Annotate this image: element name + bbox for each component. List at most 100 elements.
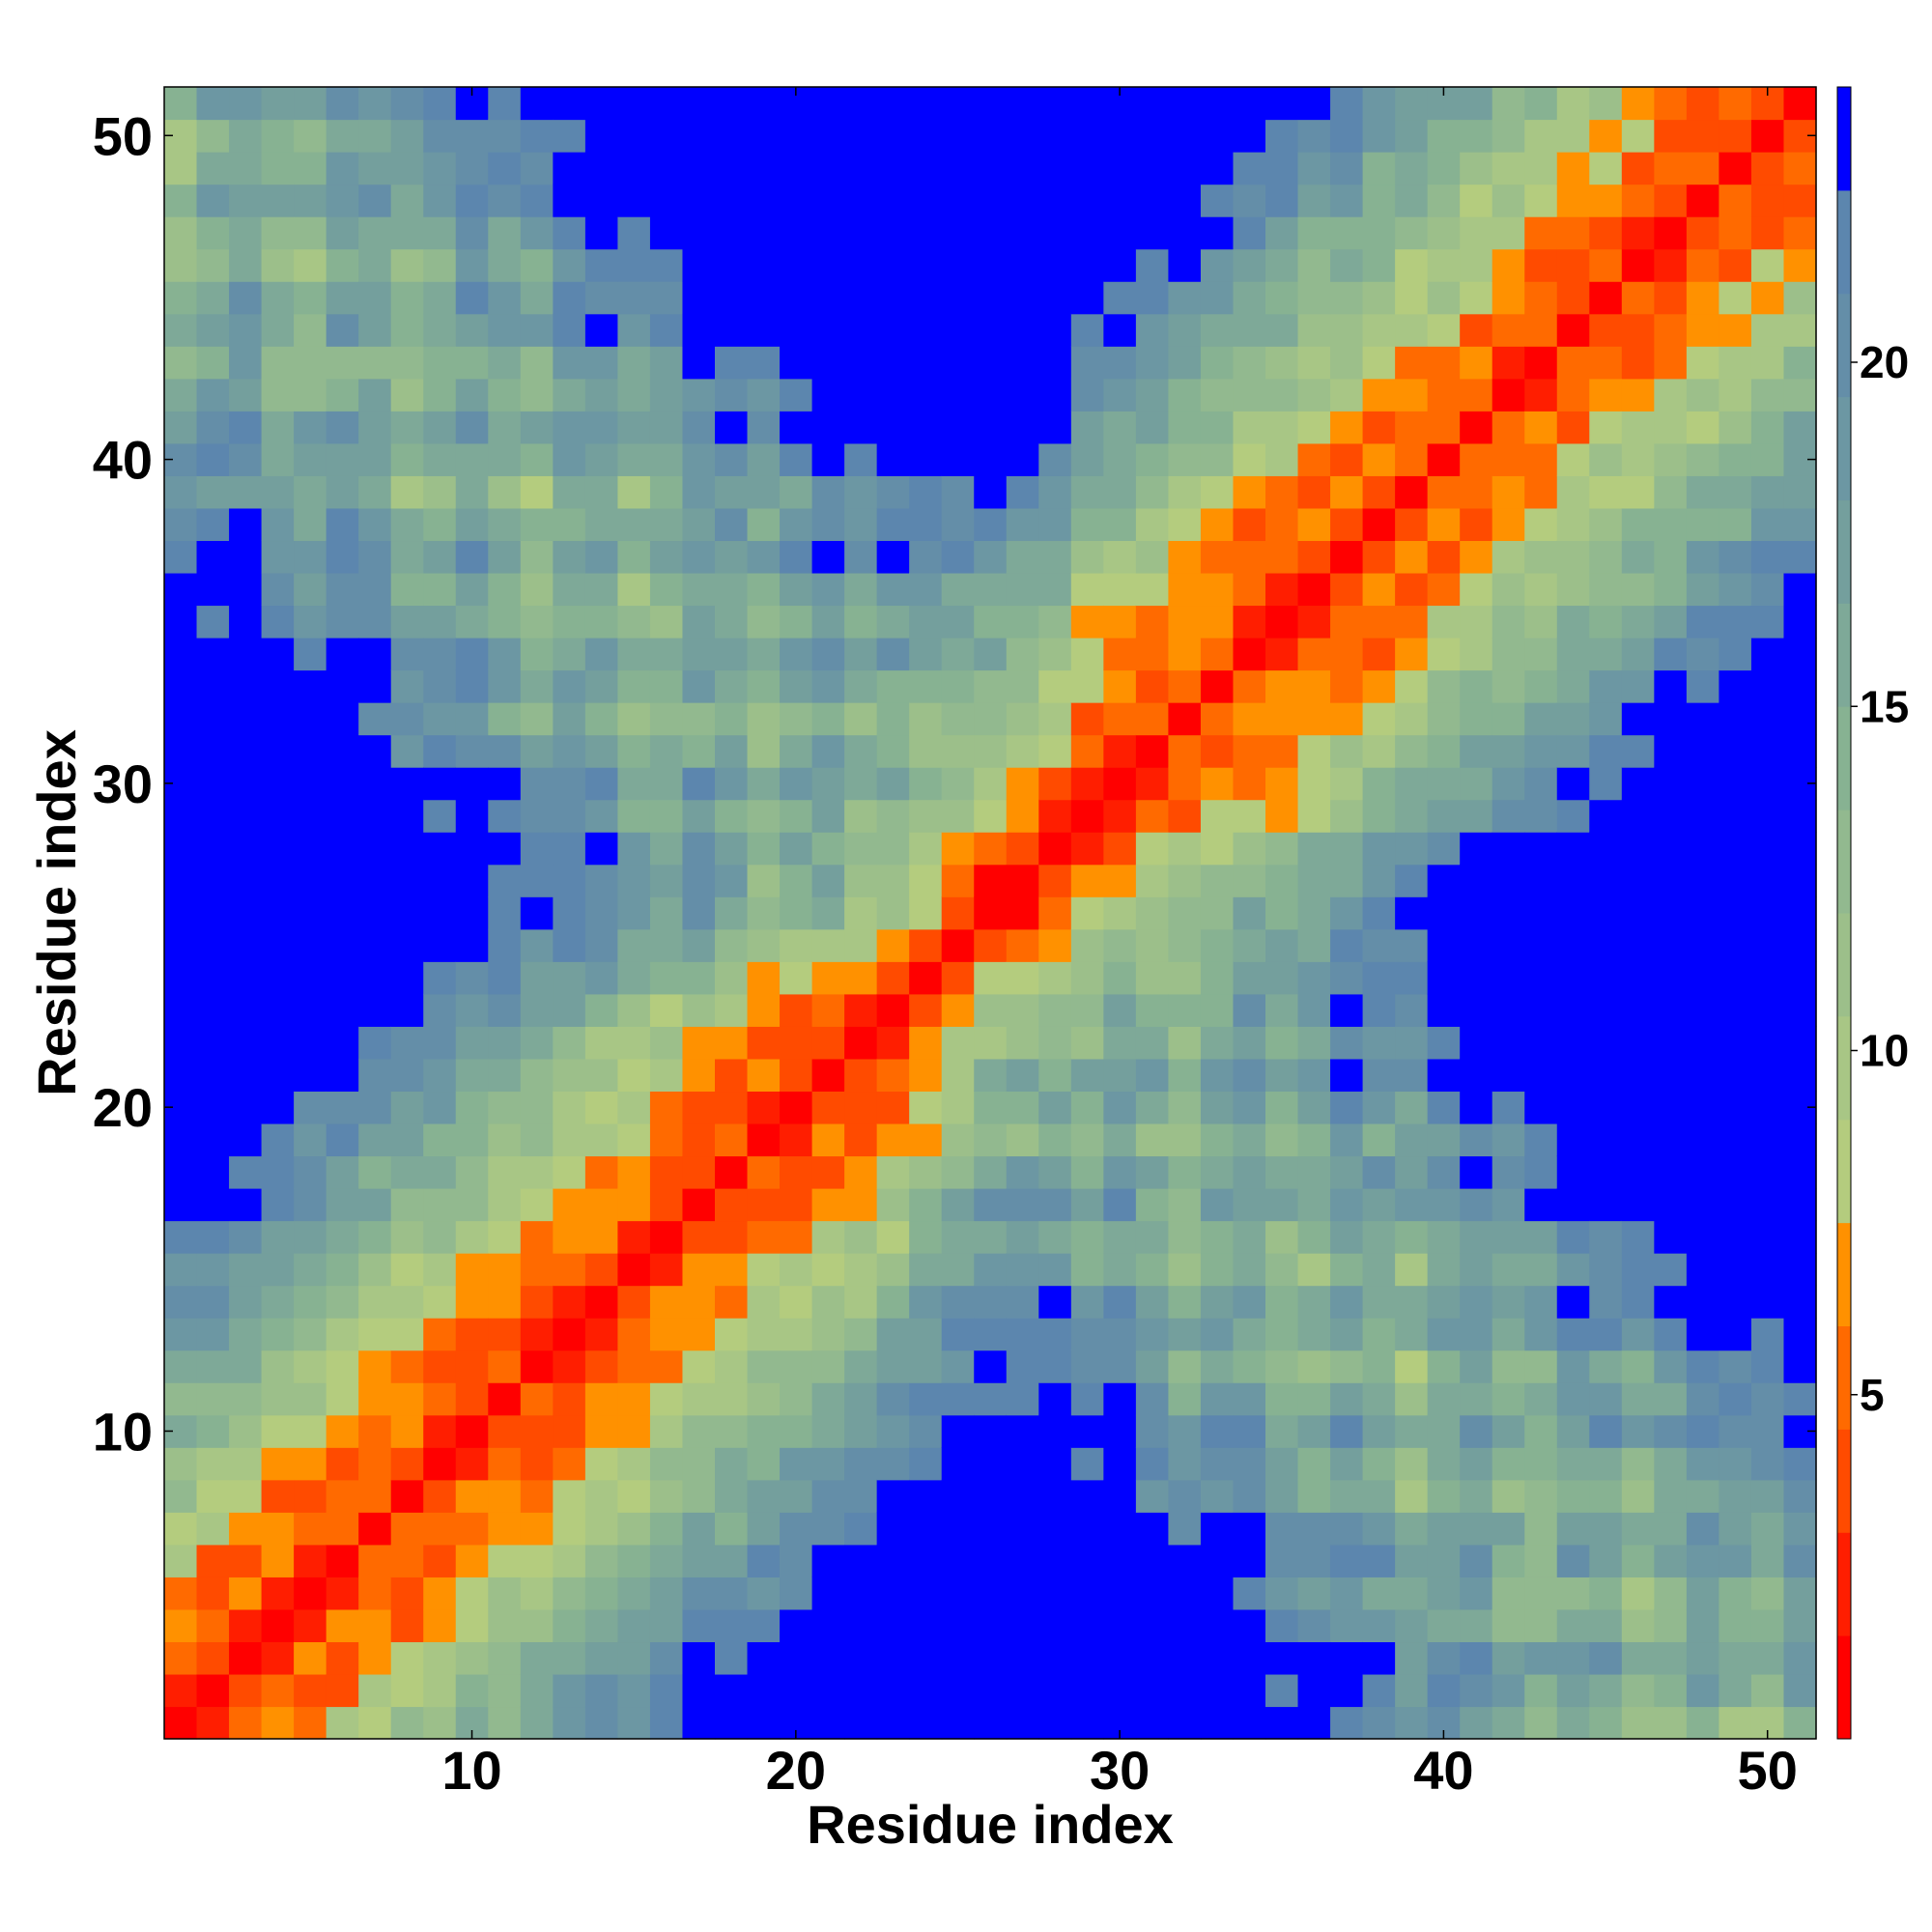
heatmap-cell [390, 799, 424, 833]
heatmap-cell [1460, 638, 1493, 671]
heatmap-cell [1038, 507, 1072, 542]
heatmap-cell [1719, 119, 1752, 153]
heatmap-cell [584, 346, 619, 380]
heatmap-cell [974, 540, 1008, 574]
heatmap-cell [1135, 572, 1170, 607]
heatmap-cell [1719, 734, 1752, 768]
heatmap-cell [553, 702, 586, 736]
heatmap-cell [1070, 638, 1104, 671]
heatmap-cell [617, 1706, 651, 1740]
heatmap-cell [1168, 993, 1202, 1027]
heatmap-cell [1395, 702, 1429, 736]
heatmap-cell [423, 928, 457, 962]
heatmap-cell [455, 1188, 489, 1222]
heatmap-cell [747, 1285, 781, 1319]
heatmap-cell [1330, 896, 1364, 930]
heatmap-cell [715, 928, 749, 962]
heatmap-cell [1460, 1058, 1493, 1093]
heatmap-cell [1427, 1673, 1461, 1708]
heatmap-cell [520, 1673, 554, 1708]
heatmap-cell [229, 1382, 263, 1416]
heatmap-cell [1556, 1122, 1590, 1157]
heatmap-cell [649, 638, 684, 671]
heatmap-cell [682, 702, 716, 736]
heatmap-cell [196, 1026, 230, 1060]
heatmap-cell [520, 87, 554, 121]
heatmap-cell [1589, 1447, 1623, 1481]
heatmap-cell [1524, 1447, 1558, 1481]
heatmap-cell [1297, 442, 1331, 476]
heatmap-cell [1460, 1155, 1493, 1189]
heatmap-cell [715, 248, 749, 282]
heatmap-cell [488, 928, 522, 962]
heatmap-cell [358, 87, 392, 121]
heatmap-cell [617, 767, 651, 801]
heatmap-cell [844, 1026, 878, 1060]
heatmap-cell [1070, 281, 1104, 315]
heatmap-cell [909, 799, 943, 833]
heatmap-cell [358, 1091, 392, 1124]
heatmap-cell [455, 572, 489, 607]
heatmap-cell [488, 1026, 522, 1060]
heatmap-cell [1038, 87, 1072, 121]
heatmap-cell [1330, 119, 1364, 153]
colorbar-segment [1837, 293, 1851, 398]
heatmap-cell [358, 1188, 392, 1222]
heatmap-cell [617, 216, 651, 250]
heatmap-cell [423, 1544, 457, 1577]
heatmap-cell [1233, 442, 1266, 476]
heatmap-cell [1362, 475, 1396, 509]
heatmap-cell [1103, 1544, 1137, 1577]
heatmap-cell [326, 1155, 359, 1189]
heatmap-cell [1654, 281, 1688, 315]
heatmap-cell [1719, 669, 1752, 703]
heatmap-cell [1297, 1479, 1331, 1513]
heatmap-cell [876, 313, 910, 347]
heatmap-cell [1524, 638, 1558, 671]
heatmap-cell [1460, 1318, 1493, 1351]
heatmap-cell [1492, 87, 1525, 121]
heatmap-cell [326, 87, 359, 121]
heatmap-cell [1168, 507, 1202, 542]
heatmap-cell [326, 184, 359, 217]
heatmap-cell [1103, 346, 1137, 380]
heatmap-cell [1556, 87, 1590, 121]
heatmap-cell [715, 605, 749, 639]
heatmap-cell [1233, 1382, 1266, 1416]
heatmap-cell [1362, 993, 1396, 1027]
heatmap-cell [1460, 734, 1493, 768]
heatmap-cell [1297, 896, 1331, 930]
heatmap-cell [974, 1641, 1008, 1675]
heatmap-cell [1103, 1285, 1137, 1319]
heatmap-cell [1556, 928, 1590, 962]
heatmap-cell [1589, 864, 1623, 897]
heatmap-cell [1103, 572, 1137, 607]
heatmap-cell [909, 411, 943, 444]
heatmap-cell [1654, 378, 1688, 412]
heatmap-cell [1783, 1382, 1817, 1416]
heatmap-cell [584, 832, 619, 866]
heatmap-cell [1621, 832, 1655, 866]
heatmap-cell [1070, 507, 1104, 542]
heatmap-cell [423, 864, 457, 897]
heatmap-cell [1070, 864, 1104, 897]
heatmap-cell [941, 1673, 975, 1708]
heatmap-cell [1621, 281, 1655, 315]
heatmap-cell [747, 669, 781, 703]
heatmap-cell [649, 313, 684, 347]
heatmap-cell [1038, 475, 1072, 509]
heatmap-cell [1460, 1091, 1493, 1124]
heatmap-cell [1297, 475, 1331, 509]
heatmap-cell [811, 184, 845, 217]
heatmap-cell [649, 572, 684, 607]
heatmap-cell [1038, 1577, 1072, 1610]
heatmap-cell [1265, 87, 1299, 121]
heatmap-cell [1265, 638, 1299, 671]
heatmap-cell [584, 1253, 619, 1287]
heatmap-cell [1297, 1512, 1331, 1546]
heatmap-cell [1460, 1512, 1493, 1546]
heatmap-cell [1395, 1058, 1429, 1093]
heatmap-cell [261, 540, 295, 574]
heatmap-cell [1492, 346, 1525, 380]
heatmap-cell [1750, 475, 1785, 509]
